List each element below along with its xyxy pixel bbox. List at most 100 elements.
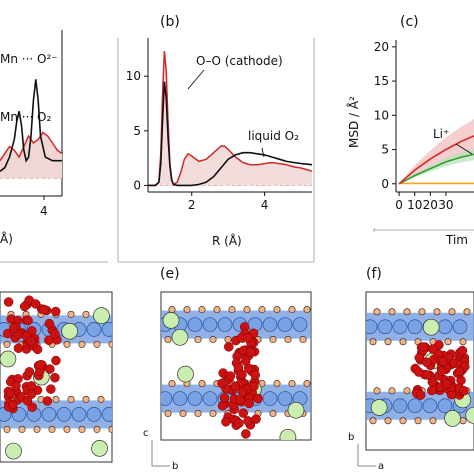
panel-a-shaded-area bbox=[0, 132, 62, 179]
d-content-o2-molecule bbox=[50, 306, 61, 317]
f-content-mn-atom bbox=[407, 398, 423, 414]
panel-c-x-tick-label: 10 bbox=[407, 198, 422, 212]
f-content-o-atom bbox=[388, 308, 396, 316]
f-content-mn-atom bbox=[392, 319, 408, 335]
d-content-o2-molecule bbox=[3, 297, 14, 307]
panel-b-annotation-oo-cathode: O–O (cathode) bbox=[196, 54, 283, 68]
panel-b-annotation-pointer-liquid bbox=[261, 147, 265, 158]
d-content-o-atom bbox=[33, 425, 41, 433]
e-content-o-atom bbox=[194, 410, 202, 418]
e-content-o-atom bbox=[168, 306, 176, 314]
d-content-o2-molecule bbox=[45, 364, 55, 374]
panel-b-x-tick-label: 2 bbox=[188, 198, 196, 212]
d-content-o2-molecule bbox=[50, 372, 60, 383]
e-content-o-atom bbox=[228, 306, 236, 314]
d-content-o2-molecule bbox=[26, 381, 37, 391]
panel-b-y-tick-label: 5 bbox=[133, 124, 141, 138]
panel-f-structure: (f) b a bbox=[348, 266, 474, 472]
f-content-o2-molecule bbox=[418, 342, 429, 352]
e-content-mn-atom bbox=[277, 391, 293, 406]
d-content-clipped bbox=[0, 295, 112, 460]
d-content-mn-atom bbox=[101, 407, 112, 422]
f-content-mn-atom bbox=[366, 319, 378, 335]
panel-b-y-tick-label: 0 bbox=[133, 178, 141, 192]
d-content-o2-molecule bbox=[26, 336, 36, 346]
d-content-o2-molecule bbox=[50, 329, 60, 339]
e-content-o2-molecule bbox=[243, 332, 253, 343]
d-content-mn-atom bbox=[56, 407, 72, 422]
panel-e-structure: (e) c b bbox=[143, 266, 312, 472]
panel-d-structure bbox=[0, 291, 113, 463]
f-content-o-atom bbox=[369, 417, 377, 425]
panel-b-label: (b) bbox=[160, 14, 180, 30]
d-content-mn-atom bbox=[86, 407, 102, 422]
e-content-o-atom bbox=[303, 306, 311, 314]
panel-a: Mn ··· O²⁻ Mn ··· O₂ 4 Å) bbox=[0, 30, 108, 263]
e-content-o2-molecule bbox=[240, 356, 251, 366]
f-content-mn-atom bbox=[392, 398, 408, 414]
f-content-o-atom bbox=[384, 338, 392, 346]
panel-b-annotation-liquid-o2: liquid O₂ bbox=[248, 129, 299, 143]
panel-c-series-li-line bbox=[398, 135, 474, 185]
e-content-o2-molecule bbox=[237, 369, 247, 380]
f-content-mn-atom bbox=[407, 319, 423, 335]
panel-c-x-axis-label: Tim bbox=[445, 233, 468, 247]
d-content-o2-molecule bbox=[30, 299, 41, 309]
f-content-o-atom bbox=[429, 417, 437, 425]
f-content-o2-molecule bbox=[413, 367, 424, 377]
d-content-o-atom bbox=[97, 395, 105, 403]
e-content-clipped bbox=[161, 306, 311, 440]
e-content-o-atom bbox=[288, 380, 296, 388]
d-content-o2-molecule bbox=[2, 328, 13, 339]
panel-a-annotation-mn-o2: Mn ··· O₂ bbox=[0, 110, 51, 124]
e-content-o-atom bbox=[194, 336, 202, 344]
f-content-o-atom bbox=[373, 308, 381, 316]
d-content-o2-molecule bbox=[51, 355, 61, 366]
e-content-li-atom bbox=[287, 401, 305, 419]
e-content-mn-atom bbox=[292, 317, 308, 332]
f-content-o2-molecule bbox=[457, 345, 468, 356]
panel-a-plot-area bbox=[0, 79, 63, 179]
panel-c-annotation-pointer bbox=[455, 143, 473, 155]
d-content-o-atom bbox=[63, 425, 71, 433]
e-content-o-atom bbox=[213, 306, 221, 314]
d-content-o2-molecule bbox=[39, 304, 49, 315]
f-content-o-atom bbox=[399, 417, 407, 425]
d-content-mn-atom bbox=[101, 322, 112, 337]
f-content-o-atom bbox=[388, 387, 396, 395]
d-content-o2-molecule bbox=[11, 381, 21, 391]
d-content-li-atom bbox=[61, 322, 78, 340]
panel-f-label: (f) bbox=[366, 266, 382, 282]
e-content-o-atom bbox=[243, 306, 251, 314]
f-content-o-atom bbox=[399, 338, 407, 346]
d-content-o-atom bbox=[67, 310, 75, 318]
panel-b-plot-area: 0 5 10 2 4 bbox=[126, 38, 313, 212]
panel-c-y-tick-label: 10 bbox=[374, 108, 389, 122]
d-content-o-atom bbox=[82, 395, 90, 403]
panel-e-atoms bbox=[161, 306, 311, 440]
d-content-o2-molecule bbox=[32, 344, 43, 355]
d-content-li-atom bbox=[93, 307, 110, 325]
d-content-mn-atom bbox=[41, 407, 57, 422]
e-content-o2-molecule bbox=[244, 398, 254, 409]
e-content-o-atom bbox=[303, 380, 311, 388]
d-content-o-atom bbox=[93, 340, 101, 348]
f-content-o2-molecule bbox=[415, 390, 426, 400]
d-content-o2-molecule bbox=[9, 323, 19, 333]
e-content-mn-atom bbox=[202, 391, 218, 406]
f-content-o-atom bbox=[444, 338, 452, 346]
f-content-o2-molecule bbox=[422, 370, 432, 380]
panel-c-x-tick-label: 0 bbox=[395, 198, 403, 212]
panel-b-x-axis-label: R (Å) bbox=[212, 233, 242, 248]
e-content-mn-atom bbox=[262, 391, 278, 406]
e-content-mn-atom bbox=[217, 317, 233, 332]
e-content-o-atom bbox=[269, 336, 277, 344]
e-content-o2-molecule bbox=[241, 429, 251, 439]
e-content-o2-molecule bbox=[235, 395, 245, 405]
panel-c-y-axis-label: MSD / Å² bbox=[346, 96, 361, 148]
e-content-o2-molecule bbox=[251, 414, 261, 424]
d-content-o2-molecule bbox=[22, 396, 33, 406]
panel-c-series-green-line bbox=[398, 153, 474, 185]
